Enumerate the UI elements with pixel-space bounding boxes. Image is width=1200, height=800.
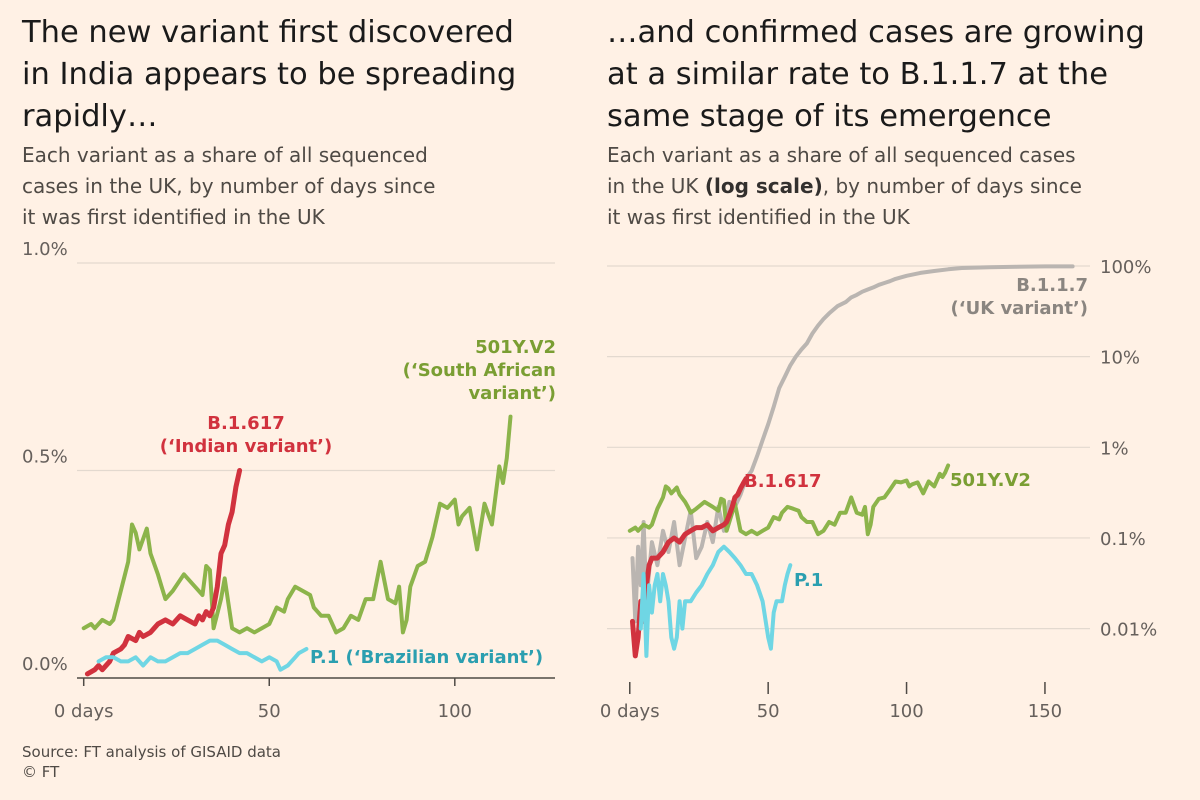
right-y-tick-label: 10% bbox=[1100, 348, 1140, 369]
right-series-label-p-1: P.1 bbox=[794, 570, 823, 591]
left-x-tick-label: 0 days bbox=[54, 701, 114, 722]
left-title-line-1: The new variant first discovered bbox=[22, 15, 514, 50]
source-text: Source: FT analysis of GISAID data bbox=[22, 743, 281, 761]
left-series-label-501y-v2: 501Y.V2 bbox=[475, 337, 556, 358]
right-subtitle-line-2: in the UK (log scale), by number of days… bbox=[607, 171, 1192, 202]
left-series-label-p-1: P.1 (‘Brazilian variant’) bbox=[310, 647, 543, 668]
right-series-label-501y-v2: 501Y.V2 bbox=[950, 470, 1031, 491]
right-title-line-2: at a similar rate to B.1.1.7 at the bbox=[607, 57, 1108, 92]
right-title-line-1: …and confirmed cases are growing bbox=[607, 15, 1145, 50]
right-series-line-b-1-1-7 bbox=[630, 264, 1075, 624]
left-series-line-p-1 bbox=[96, 638, 309, 672]
left-y-tick-label: 1.0% bbox=[22, 239, 68, 260]
right-subtitle-line-3: it was first identified in the UK bbox=[607, 205, 910, 229]
right-y-tick-label: 0.1% bbox=[1100, 529, 1146, 550]
right-y-tick-label: 1% bbox=[1100, 438, 1129, 459]
right-series-line-p-1 bbox=[638, 544, 793, 658]
left-x-tick-label: 50 bbox=[258, 701, 281, 722]
left-chart-title: The new variant first discovered in Indi… bbox=[22, 12, 582, 138]
right-chart-title: …and confirmed cases are growing at a si… bbox=[607, 12, 1187, 138]
right-series-line-501y-v2 bbox=[627, 463, 951, 537]
left-title-line-3: rapidly… bbox=[22, 99, 158, 134]
right-x-tick-label: 0 days bbox=[600, 701, 660, 722]
left-y-tick-label: 0.0% bbox=[22, 654, 68, 675]
left-y-tick-label: 0.5% bbox=[22, 447, 68, 468]
right-series-label-b-1-617: B.1.617 bbox=[744, 471, 822, 492]
right-subtitle-line-1: Each variant as a share of all sequenced… bbox=[607, 143, 1076, 167]
copyright-text: © FT bbox=[22, 763, 60, 781]
right-log-line-chart: 100% 10% 1% 0.1% 0.01% 0 days 50 100 150 B.1.1.7(… bbox=[600, 257, 1157, 722]
right-x-tick-label: 50 bbox=[757, 701, 780, 722]
source-note: Source: FT analysis of GISAID data © FT bbox=[22, 742, 281, 782]
left-subtitle-line-2: cases in the UK, by number of days since bbox=[22, 174, 436, 198]
right-series-label-b-1-1-7: B.1.1.7 bbox=[1016, 275, 1088, 296]
left-subtitle-line-3: it was first identified in the UK bbox=[22, 205, 325, 229]
left-subtitle-line-1: Each variant as a share of all sequenced bbox=[22, 143, 428, 167]
left-series-label-b-1-617: B.1.617 bbox=[207, 413, 285, 434]
log-scale-note: (log scale) bbox=[704, 174, 823, 198]
left-series-label-b-1-617: (‘Indian variant’) bbox=[160, 436, 332, 457]
right-y-tick-label: 0.01% bbox=[1100, 620, 1157, 641]
left-title-line-2: in India appears to be spreading bbox=[22, 57, 517, 92]
right-series-label-b-1-1-7: (‘UK variant’) bbox=[951, 298, 1088, 319]
left-series-line-501y-v2 bbox=[81, 414, 513, 635]
left-series-line-b-1-617 bbox=[84, 468, 243, 677]
left-chart-subtitle: Each variant as a share of all sequenced… bbox=[22, 140, 582, 233]
left-x-tick-label: 100 bbox=[438, 701, 472, 722]
right-x-tick-label: 150 bbox=[1028, 701, 1062, 722]
left-series-label-501y-v2: variant’) bbox=[468, 383, 556, 404]
right-chart-subtitle: Each variant as a share of all sequenced… bbox=[607, 140, 1192, 233]
right-title-line-3: same stage of its emergence bbox=[607, 99, 1052, 134]
right-subtitle-line-2-pre: in the UK bbox=[607, 174, 705, 198]
right-subtitle-line-2-post: , by number of days since bbox=[822, 174, 1082, 198]
right-x-tick-label: 100 bbox=[889, 701, 923, 722]
left-series-label-501y-v2: (‘South African bbox=[403, 360, 556, 381]
right-y-tick-label: 100% bbox=[1100, 257, 1151, 278]
left-line-chart: 0.0% 0.5% 1.0% 0 days 50 100 501Y.V2(‘South Af… bbox=[22, 239, 556, 722]
